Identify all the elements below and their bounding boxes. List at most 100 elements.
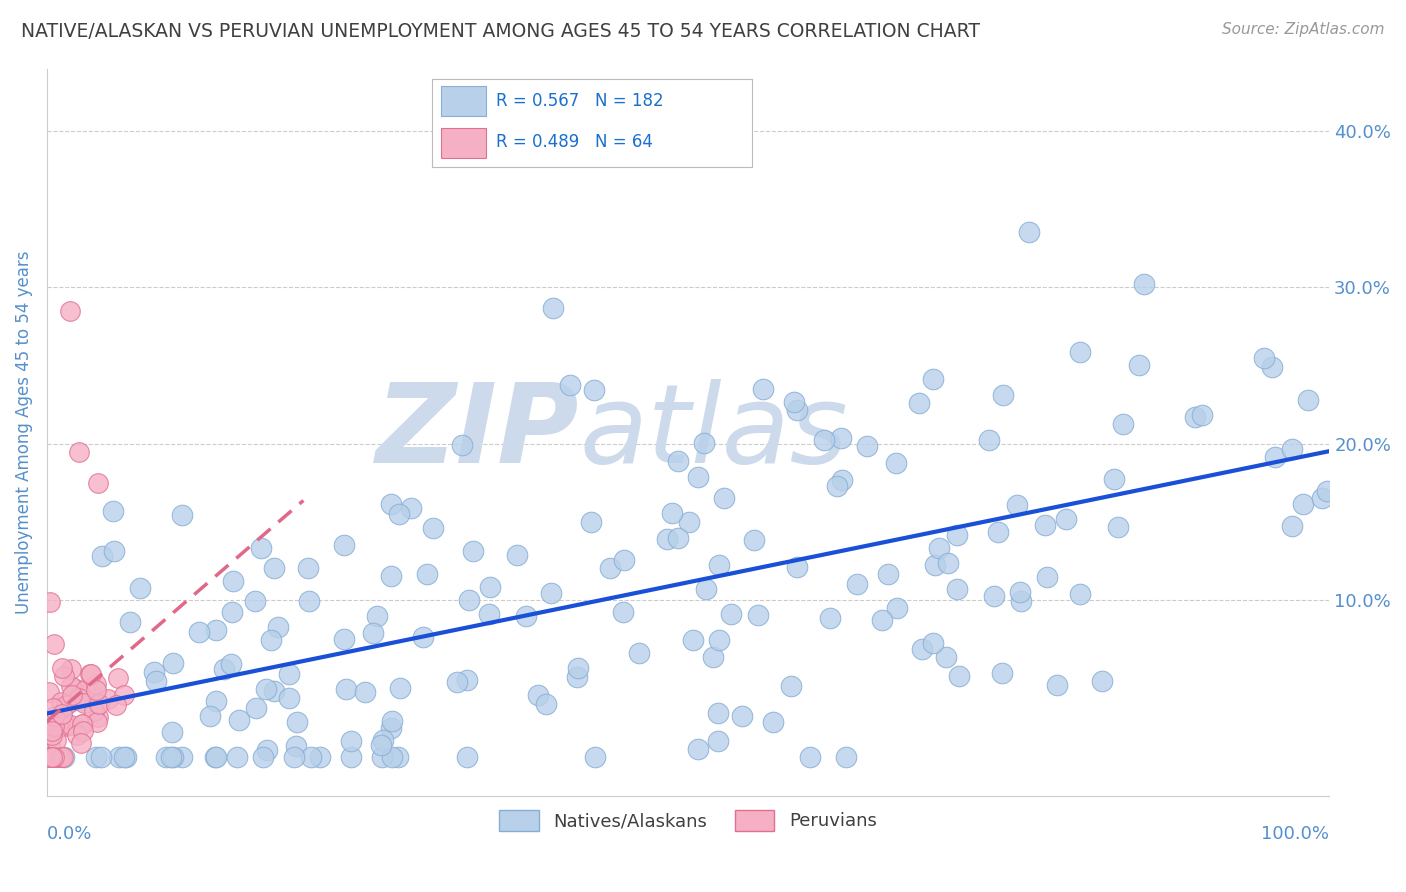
Point: [613, 552, 636, 566]
Point: [70, 693, 93, 707]
Point: [76, 690, 98, 705]
Point: [922, 372, 945, 386]
Point: [666, 454, 689, 468]
Point: [59, 695, 82, 709]
Point: [87, 697, 110, 711]
Point: [107, 671, 129, 685]
Text: atlas: atlas: [579, 379, 848, 485]
Point: [834, 749, 856, 764]
Point: [948, 669, 970, 683]
Point: [450, 438, 472, 452]
Point: [380, 497, 402, 511]
Point: [381, 749, 404, 764]
Point: [786, 559, 808, 574]
Point: [1261, 359, 1284, 374]
Point: [1010, 594, 1032, 608]
Point: [204, 624, 226, 638]
Point: [70, 717, 93, 731]
Point: [945, 528, 967, 542]
Point: [1091, 673, 1114, 688]
Point: [84, 749, 107, 764]
Point: [38, 749, 60, 764]
Point: [1292, 497, 1315, 511]
Point: [371, 749, 394, 764]
Point: [285, 739, 308, 753]
Point: [103, 504, 125, 518]
Point: [666, 532, 689, 546]
Point: [107, 749, 129, 764]
Point: [1281, 442, 1303, 456]
Point: [263, 560, 285, 574]
Point: [846, 577, 869, 591]
Point: [41, 724, 63, 739]
Point: [256, 743, 278, 757]
Point: [299, 749, 322, 764]
Point: [51, 749, 73, 764]
Point: [42, 749, 65, 764]
Point: [44, 749, 66, 764]
Point: [87, 710, 110, 724]
Point: [742, 533, 765, 547]
Point: [977, 434, 1000, 448]
Point: [332, 538, 354, 552]
Point: [990, 665, 1012, 680]
Point: [540, 586, 562, 600]
Point: [678, 515, 700, 529]
Point: [991, 388, 1014, 402]
Point: [55, 698, 77, 712]
Point: [682, 633, 704, 648]
Point: [870, 613, 893, 627]
Legend: Natives/Alaskans, Peruvians: Natives/Alaskans, Peruvians: [492, 803, 884, 838]
Point: [983, 589, 1005, 603]
Point: [73, 697, 96, 711]
Point: [813, 433, 835, 447]
Point: [380, 569, 402, 583]
Point: [205, 693, 228, 707]
Point: [115, 749, 138, 764]
Point: [583, 383, 606, 397]
Point: [560, 378, 582, 392]
Point: [59, 663, 82, 677]
Point: [825, 479, 848, 493]
Point: [1184, 409, 1206, 424]
Point: [354, 685, 377, 699]
Point: [42, 712, 65, 726]
Point: [799, 749, 821, 764]
Point: [204, 749, 226, 764]
Point: [155, 749, 177, 764]
Point: [65, 681, 87, 696]
Point: [41, 749, 63, 764]
Point: [51, 661, 73, 675]
Point: [87, 475, 110, 490]
Point: [579, 515, 602, 529]
Point: [53, 718, 76, 732]
Point: [585, 749, 607, 764]
Point: [172, 749, 194, 764]
Point: [86, 714, 108, 729]
Point: [48, 749, 70, 764]
Point: [38, 738, 60, 752]
Point: [534, 697, 557, 711]
Point: [762, 714, 785, 729]
Point: [363, 625, 385, 640]
Point: [205, 749, 228, 764]
Point: [921, 636, 943, 650]
Point: [41, 723, 63, 738]
Y-axis label: Unemployment Among Ages 45 to 54 years: Unemployment Among Ages 45 to 54 years: [15, 251, 32, 614]
Point: [702, 650, 724, 665]
Point: [48, 720, 70, 734]
Point: [90, 749, 112, 764]
Point: [1264, 450, 1286, 465]
Point: [225, 749, 247, 764]
Point: [72, 716, 94, 731]
Point: [79, 685, 101, 699]
Point: [49, 749, 72, 764]
Point: [1132, 277, 1154, 291]
Point: [1104, 472, 1126, 486]
Point: [45, 733, 67, 747]
Point: [243, 594, 266, 608]
Point: [412, 630, 434, 644]
Point: [692, 435, 714, 450]
Point: [830, 431, 852, 445]
Point: [831, 473, 853, 487]
